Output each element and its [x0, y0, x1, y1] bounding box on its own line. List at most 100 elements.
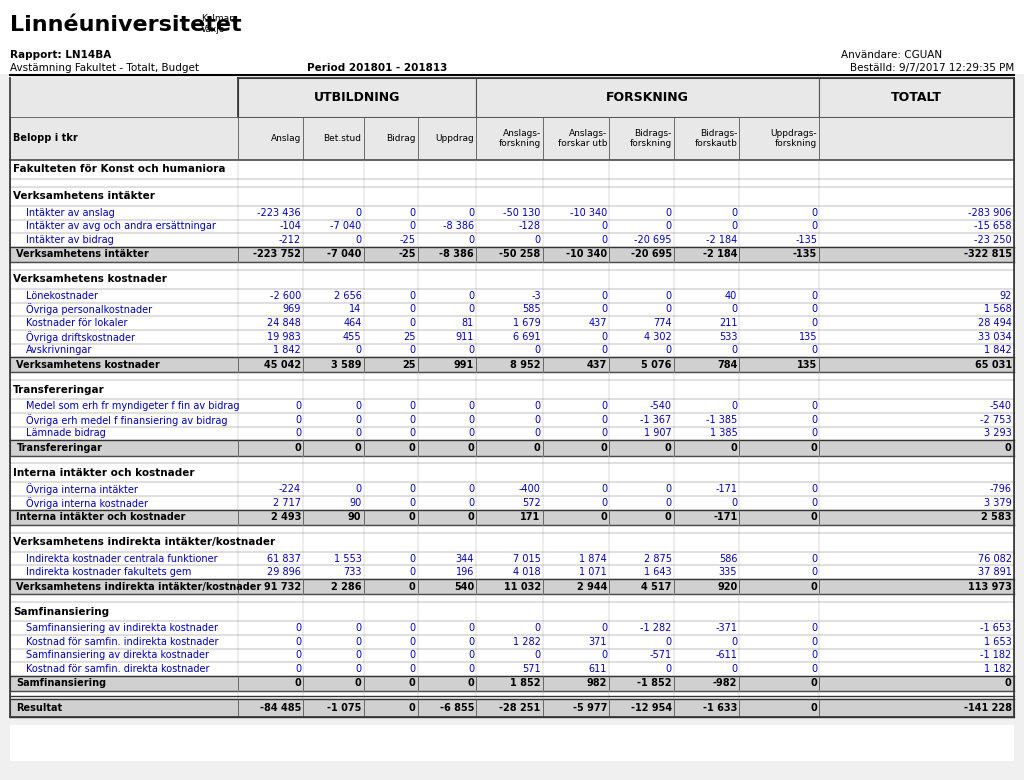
Text: -371: -371 [716, 623, 737, 633]
Text: 991: 991 [454, 360, 474, 370]
Text: 0: 0 [467, 679, 474, 689]
Text: Transfereringar: Transfereringar [16, 443, 102, 453]
Text: -2 753: -2 753 [980, 415, 1012, 425]
Text: 0: 0 [468, 235, 474, 245]
Text: 0: 0 [410, 623, 416, 633]
Text: 920: 920 [717, 582, 737, 592]
Text: -7 040: -7 040 [327, 250, 361, 260]
Text: -8 386: -8 386 [443, 222, 474, 232]
Text: 0: 0 [665, 512, 672, 523]
Text: Verksamhetens intäkter: Verksamhetens intäkter [16, 250, 150, 260]
Text: 0: 0 [666, 207, 672, 218]
Text: 0: 0 [410, 651, 416, 661]
Text: 585: 585 [522, 304, 541, 314]
Text: 0: 0 [600, 512, 607, 523]
Text: 0: 0 [410, 318, 416, 328]
Text: Samfinansiering av indirekta kostnader: Samfinansiering av indirekta kostnader [26, 623, 217, 633]
Text: 0: 0 [295, 415, 301, 425]
Text: Resultat: Resultat [16, 703, 62, 713]
Text: Verksamhetens indirekta intäkter/kostnader: Verksamhetens indirekta intäkter/kostnad… [16, 582, 262, 592]
Text: -50 130: -50 130 [504, 207, 541, 218]
Text: 0: 0 [535, 235, 541, 245]
Text: 3 379: 3 379 [984, 498, 1012, 508]
Text: Indirekta kostnader fakultets gem: Indirekta kostnader fakultets gem [26, 567, 190, 577]
Text: 0: 0 [355, 415, 361, 425]
Text: 0: 0 [534, 443, 541, 453]
Text: Rapport: LN14BA: Rapport: LN14BA [10, 50, 112, 59]
Text: -2 184: -2 184 [706, 235, 737, 245]
Text: 211: 211 [719, 318, 737, 328]
Text: 0: 0 [810, 703, 817, 713]
Text: -571: -571 [649, 651, 672, 661]
Text: 2 493: 2 493 [270, 512, 301, 523]
Text: -1 182: -1 182 [980, 651, 1012, 661]
Text: 0: 0 [601, 401, 607, 411]
Text: -1 282: -1 282 [640, 623, 672, 633]
Text: 113 973: 113 973 [968, 582, 1012, 592]
Text: 0: 0 [811, 428, 817, 438]
Text: -84 485: -84 485 [260, 703, 301, 713]
Text: -20 695: -20 695 [634, 235, 672, 245]
Text: 1 385: 1 385 [710, 428, 737, 438]
Text: 0: 0 [468, 415, 474, 425]
Text: 1 907: 1 907 [644, 428, 672, 438]
Text: Bidrags-
forskning: Bidrags- forskning [630, 129, 672, 148]
Text: Intäkter av bidrag: Intäkter av bidrag [26, 235, 114, 245]
Text: -2 600: -2 600 [269, 291, 301, 301]
Text: Anslags-
forskar utb: Anslags- forskar utb [558, 129, 607, 148]
Text: 1 643: 1 643 [644, 567, 672, 577]
Text: 76 082: 76 082 [978, 554, 1012, 564]
Text: 0: 0 [810, 443, 817, 453]
Text: Användare: CGUAN: Användare: CGUAN [841, 50, 942, 59]
Text: 0: 0 [354, 443, 361, 453]
Text: Bet.stud: Bet.stud [324, 134, 361, 143]
Text: 196: 196 [456, 567, 474, 577]
Text: 24 848: 24 848 [267, 318, 301, 328]
Text: 335: 335 [719, 567, 737, 577]
Text: 774: 774 [653, 318, 672, 328]
Text: -23 250: -23 250 [974, 235, 1012, 245]
Text: 0: 0 [811, 554, 817, 564]
Text: 2 944: 2 944 [577, 582, 607, 592]
Text: -141 228: -141 228 [964, 703, 1012, 713]
Text: -12 954: -12 954 [631, 703, 672, 713]
Text: 0: 0 [811, 346, 817, 356]
Text: 611: 611 [589, 664, 607, 674]
Text: 0: 0 [468, 291, 474, 301]
Text: 572: 572 [522, 498, 541, 508]
Text: 464: 464 [343, 318, 361, 328]
Text: 8 952: 8 952 [510, 360, 541, 370]
Text: Anslag: Anslag [270, 134, 301, 143]
Text: 0: 0 [410, 207, 416, 218]
Text: Transfereringar: Transfereringar [13, 385, 105, 395]
Text: 0: 0 [601, 623, 607, 633]
Text: 0: 0 [811, 498, 817, 508]
Text: -224: -224 [279, 484, 301, 495]
Text: 0: 0 [811, 291, 817, 301]
Text: 0: 0 [295, 623, 301, 633]
Text: -223 752: -223 752 [253, 250, 301, 260]
Text: 1 071: 1 071 [580, 567, 607, 577]
Text: 4 517: 4 517 [641, 582, 672, 592]
Text: -540: -540 [990, 401, 1012, 411]
Text: -25: -25 [399, 235, 416, 245]
Circle shape [1000, 20, 1017, 32]
Text: 0: 0 [666, 222, 672, 232]
Text: -982: -982 [713, 679, 737, 689]
Text: Övriga driftskostnader: Övriga driftskostnader [26, 331, 134, 342]
Text: -1 385: -1 385 [706, 415, 737, 425]
Text: 0: 0 [355, 401, 361, 411]
Text: 455: 455 [343, 332, 361, 342]
Text: 0: 0 [811, 415, 817, 425]
Text: -322 815: -322 815 [964, 250, 1012, 260]
Text: -611: -611 [716, 651, 737, 661]
Text: -223 436: -223 436 [257, 207, 301, 218]
Text: -3: -3 [531, 291, 541, 301]
Text: 0: 0 [410, 484, 416, 495]
Text: 437: 437 [589, 318, 607, 328]
Text: 1 852: 1 852 [510, 679, 541, 689]
Text: 0: 0 [409, 443, 416, 453]
Text: 1 653: 1 653 [984, 636, 1012, 647]
Text: 0: 0 [410, 428, 416, 438]
Text: -15 658: -15 658 [974, 222, 1012, 232]
